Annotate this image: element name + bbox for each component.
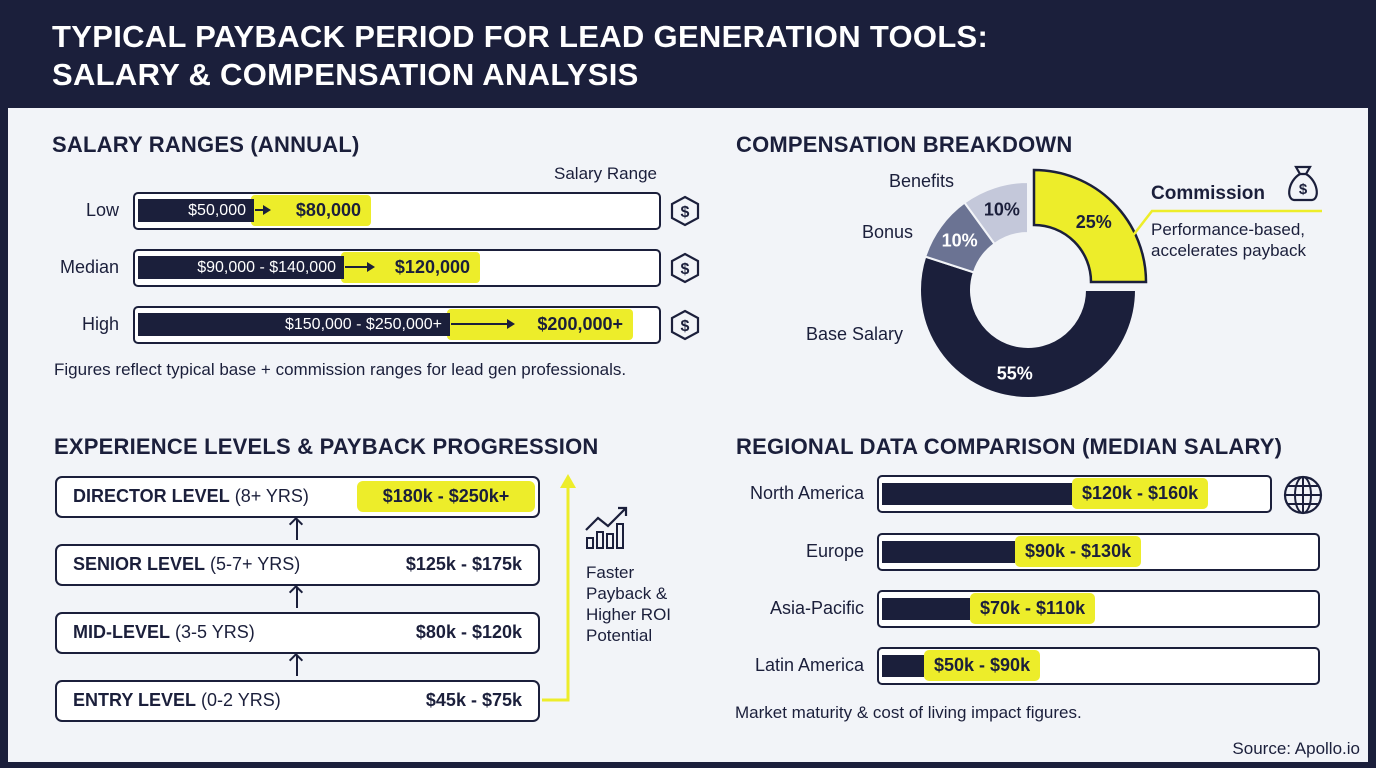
salary-row-label: High xyxy=(81,314,119,334)
label-base-salary: Base Salary xyxy=(806,324,904,344)
callout-line xyxy=(1130,209,1322,239)
salary-bar: $80,000 $50,000 xyxy=(133,192,661,230)
region-label: Latin America xyxy=(754,655,864,675)
salary-range: $50,000 xyxy=(138,199,254,222)
note-line: Payback & xyxy=(586,584,668,603)
arrow-icon xyxy=(451,319,515,329)
globe-icon xyxy=(1283,475,1323,515)
region-range: $120k - $160k xyxy=(1072,478,1209,509)
note-line: Faster xyxy=(586,563,635,582)
dollar-hexagon-icon: $ xyxy=(670,309,700,341)
header xyxy=(0,0,1376,108)
region-bar-fill xyxy=(882,483,1072,505)
salary-axis-label: Salary Range xyxy=(554,164,658,183)
callout-text: Performance-based, accelerates payback xyxy=(1151,219,1306,261)
experience-heading: EXPERIENCE LEVELS & PAYBACK PROGRESSION xyxy=(54,434,599,459)
region-range: $90k - $130k xyxy=(1015,536,1142,567)
level-name: ENTRY LEVEL xyxy=(73,690,197,710)
level-name: MID-LEVEL xyxy=(73,622,170,642)
level-salary: $80k - $120k xyxy=(415,622,522,642)
salary-heading: SALARY RANGES (ANNUAL) xyxy=(52,132,360,157)
level-years: (0-2 YRS) xyxy=(201,690,281,710)
region-bar: $90k - $130k xyxy=(877,533,1320,571)
region-range: $50k - $90k xyxy=(924,650,1041,681)
money-bag-icon: $ xyxy=(1288,165,1318,202)
callout-line-1: Performance-based, xyxy=(1151,220,1306,239)
donut-slice-base-salary xyxy=(919,255,1138,399)
note-line: Higher ROI xyxy=(586,605,672,624)
page-title: TYPICAL PAYBACK PERIOD FOR LEAD GENERATI… xyxy=(52,18,988,94)
up-arrow-icon xyxy=(296,520,298,540)
compensation-heading: COMPENSATION BREAKDOWN xyxy=(736,132,1073,157)
note-line: Potential xyxy=(586,626,653,645)
region-bar: $70k - $110k xyxy=(877,590,1320,628)
salary-range: $90,000 - $140,000 xyxy=(138,256,344,279)
level-name: DIRECTOR LEVEL xyxy=(73,486,230,506)
donut-slice-benefits xyxy=(963,180,1029,246)
salary-note: Figures reflect typical base + commissio… xyxy=(54,360,627,379)
level-years: (5-7+ YRS) xyxy=(210,554,301,574)
level-years: (3-5 YRS) xyxy=(175,622,255,642)
growth-chart-icon xyxy=(585,506,628,549)
donut-slice-commission xyxy=(1032,168,1148,284)
experience-level: ENTRY LEVEL (0-2 YRS) $45k - $75k xyxy=(55,680,540,722)
salary-bar: $120,000 $90,000 - $140,000 xyxy=(133,249,661,287)
svg-text:$: $ xyxy=(681,261,690,278)
payback-note: Faster Payback & Higher ROI Potential xyxy=(586,562,671,646)
dollar-hexagon-icon: $ xyxy=(670,195,700,227)
region-bar-fill xyxy=(882,598,970,620)
regional-heading: REGIONAL DATA COMPARISON (MEDIAN SALARY) xyxy=(736,434,1283,459)
level-salary: $125k - $175k xyxy=(405,554,522,574)
donut-slice-label: 10% xyxy=(984,200,1020,220)
level-salary: $180k - $250k+ xyxy=(357,481,535,512)
source: Source: Apollo.io xyxy=(1232,739,1360,758)
level-years: (8+ YRS) xyxy=(234,486,309,506)
up-arrow-icon xyxy=(296,656,298,676)
region-bar-fill xyxy=(882,541,1015,563)
label-bonus: Bonus xyxy=(862,222,914,242)
dollar-hexagon-icon: $ xyxy=(670,252,700,284)
callout-title: Commission xyxy=(1151,183,1266,204)
experience-level: SENIOR LEVEL (5-7+ YRS) $125k - $175k xyxy=(55,544,540,586)
progression-arrow xyxy=(542,474,576,702)
region-bar-fill xyxy=(882,655,924,677)
level-salary: $45k - $75k xyxy=(425,690,522,710)
region-bar: $120k - $160k xyxy=(877,475,1272,513)
svg-text:$: $ xyxy=(681,318,690,335)
svg-text:$: $ xyxy=(1299,181,1308,198)
callout-line-2: accelerates payback xyxy=(1151,241,1306,260)
level-name: SENIOR LEVEL xyxy=(73,554,206,574)
arrow-icon xyxy=(345,262,375,272)
label-benefits: Benefits xyxy=(889,171,955,191)
svg-text:$: $ xyxy=(681,204,690,221)
salary-row-label: Median xyxy=(59,257,119,277)
donut-slice-label: 55% xyxy=(997,363,1033,383)
donut-slice-label: 10% xyxy=(942,230,978,250)
regional-note: Market maturity & cost of living impact … xyxy=(735,703,1082,722)
donut-slice-label: 25% xyxy=(1076,212,1112,232)
experience-level: DIRECTOR LEVEL (8+ YRS) $180k - $250k+ xyxy=(55,476,540,518)
experience-level: MID-LEVEL (3-5 YRS) $80k - $120k xyxy=(55,612,540,654)
arrow-icon xyxy=(255,205,271,215)
up-arrow-icon xyxy=(296,588,298,608)
region-label: North America xyxy=(749,483,864,503)
region-label: Europe xyxy=(805,541,864,561)
salary-bar: $200,000+ $150,000 - $250,000+ xyxy=(133,306,661,344)
title-line-1: TYPICAL PAYBACK PERIOD FOR LEAD GENERATI… xyxy=(52,19,989,54)
region-label: Asia-Pacific xyxy=(769,598,864,618)
region-bar: $50k - $90k xyxy=(877,647,1320,685)
region-range: $70k - $110k xyxy=(970,593,1096,624)
salary-range: $150,000 - $250,000+ xyxy=(138,313,450,336)
salary-row-label: Low xyxy=(85,200,119,220)
salary-value: $200,000+ xyxy=(447,309,633,340)
salary-value: $80,000 xyxy=(251,195,371,226)
title-line-2: SALARY & COMPENSATION ANALYSIS xyxy=(52,57,639,92)
